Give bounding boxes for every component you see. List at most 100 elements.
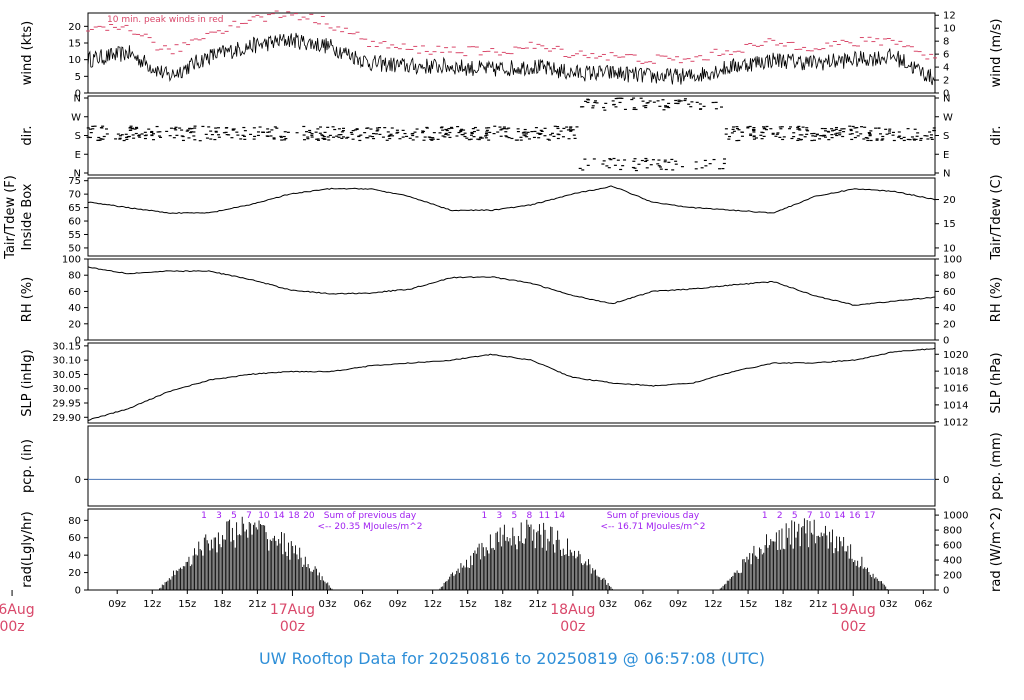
y-tick-right-label: 40 [943,303,956,314]
x-tick-label: 06z [634,599,652,610]
panel-frame [87,342,936,424]
y-tick-right-label: 0 [943,89,949,100]
series-line [87,32,936,86]
y-tick-label: W [71,112,81,123]
y-tick-label: 40 [68,551,81,562]
x-tick-label: 21z [809,599,827,610]
daily-sum-value: <-- 20.35 MJoules/m^2 [318,522,423,532]
y-axis-title-right: Tair/Tdew (C) [989,174,1004,260]
y-tick-label: 15 [68,39,81,50]
panel-frame [87,258,936,341]
date-label: 18Aug [550,602,595,618]
y-tick-label: 20 [68,22,81,33]
radiation-hour-label: 10 [819,511,831,521]
y-tick-label: 29.95 [52,399,81,410]
direction-marks [86,97,936,172]
y-tick-right-label: 2 [943,76,949,87]
y-tick-right-label: N [943,169,950,180]
y-tick-right-label: 80 [943,271,956,282]
y-axis-title: pcp. (in) [20,439,35,493]
y-tick-label: 30.05 [52,370,81,381]
y-tick-right-label: 8 [943,37,949,48]
y-axis-title-right: RH (%) [989,277,1004,322]
radiation-hour-label: 1 [201,511,207,521]
y-tick-right-label: 0 [943,475,949,486]
x-axis: 09z 12z 15z 18z 21z 03z 06z 09z 12z 15z 18z 21z 03z 0… [0,590,932,635]
y-tick-label: 75 [68,176,81,187]
y-tick-label: 65 [68,203,81,214]
date-label: 17Aug [270,602,315,618]
daily-sum-label: Sum of previous day [324,511,417,521]
radiation-hour-label: 5 [792,511,798,521]
radiation-hour-label: 16 [849,511,861,521]
x-tick-label: 03z [879,599,897,610]
y-axis-title: RH (%) [20,277,35,322]
y-tick-right-label: 60 [943,287,956,298]
x-tick-label: 18z [774,599,792,610]
y-tick-label: 29.90 [52,413,81,424]
y-tick-label: 5 [75,72,81,83]
x-tick-label: 12z [704,599,722,610]
date-label: 19Aug [831,602,876,618]
date-label: 16Aug [0,602,35,618]
x-tick-label: 09z [389,599,407,610]
y-tick-label: 100 [62,255,81,266]
y-tick-label: N [74,169,81,180]
y-tick-label: 60 [68,533,81,544]
y-tick-right-label: 15 [943,219,956,230]
y-tick-right-label: 4 [943,63,949,74]
date-time-label: 00z [0,619,25,635]
x-tick-label: 06z [354,599,372,610]
y-tick-right-label: S [943,131,949,142]
y-tick-right-label: 100 [943,255,962,266]
y-tick-right-label: 10 [943,243,956,254]
y-axis-title-right: SLP (hPa) [989,352,1004,413]
x-tick-label: 15z [178,599,196,610]
x-tick-label: 18z [213,599,231,610]
y-axis-title: SLP (inHg) [20,349,35,417]
radiation-hour-label: 7 [246,511,252,521]
y-tick-right-label: 1020 [943,350,968,361]
y-tick-right-label: E [943,150,949,161]
x-tick-label: 03z [319,599,337,610]
y-tick-right-label: 6 [943,50,949,61]
footer-title: UW Rooftop Data for 20250816 to 20250819… [259,649,765,668]
date-time-label: 00z [280,619,305,635]
radiation-hour-label: 2 [777,511,783,521]
y-axis-title: wind (kts) [20,21,35,85]
date-time-label: 00z [841,619,866,635]
series-line [87,266,936,306]
radiation-hour-label: 1 [481,511,487,521]
y-axis-title: Tair/Tdew (F) [3,175,18,260]
x-tick-label: 06z [914,599,932,610]
panel-5: 0 0 pcp. (in) pcp. (mm) [20,425,1004,507]
y-tick-label: 0 [75,89,81,100]
y-tick-label: 40 [68,303,81,314]
y-axis-title: rad(Lgly/hr) [20,511,35,587]
panel-0: 0 5 10 15 20 0 2 4 6 8 10 12 wind (kts) wind (m/s) [20,10,1004,100]
radiation-hour-label: 3 [216,511,222,521]
y-tick-right-label: 400 [943,556,962,567]
y-tick-label: 20 [68,568,81,579]
radiation-hour-label: 11 [539,511,550,521]
radiation-hour-label: 3 [496,511,502,521]
radiation-hour-label: 5 [511,511,517,521]
annotations: 10 min. peak winds in red [107,15,224,25]
x-tick-label: 12z [143,599,161,610]
radiation-hour-label: 7 [807,511,813,521]
radiation-hour-label: 1 [762,511,768,521]
x-tick-label: 21z [248,599,266,610]
x-tick-label: 09z [108,599,126,610]
x-tick-label: 12z [424,599,442,610]
x-tick-label: 18z [494,599,512,610]
y-axis-title: dir. [20,125,35,145]
panel-frame [87,177,936,257]
y-axis-title-right: pcp. (mm) [989,432,1004,499]
y-tick-right-label: 1000 [943,511,968,522]
y-axis-title-right: rad (W/m^2) [989,507,1004,592]
y-tick-right-label: 20 [943,195,956,206]
y-tick-label: 60 [68,217,81,228]
